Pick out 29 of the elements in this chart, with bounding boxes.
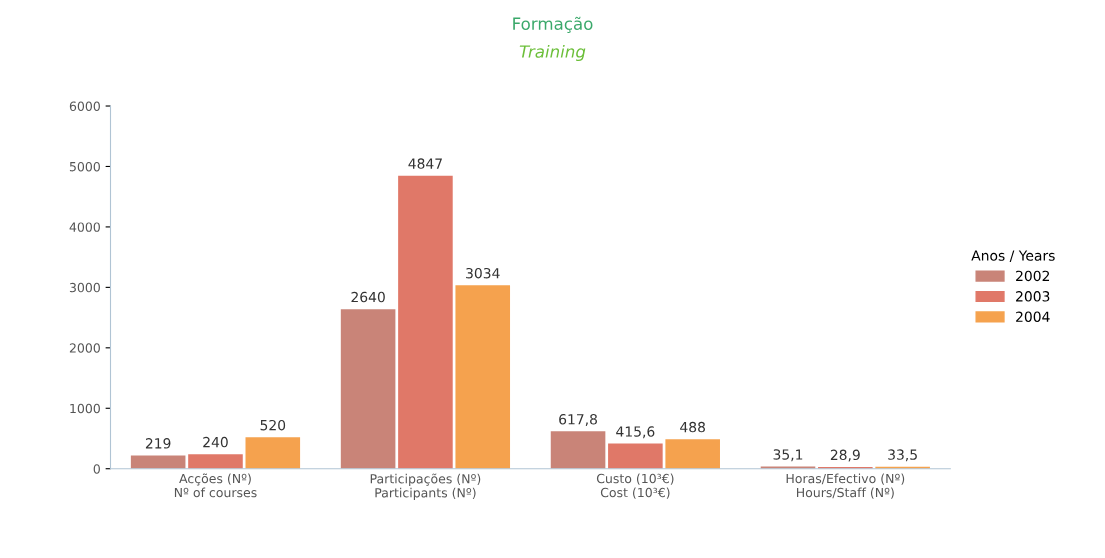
- data-label: 520: [260, 419, 286, 431]
- x-tick-label: Acções (Nº) Nº of courses: [174, 473, 257, 498]
- data-label: 4847: [408, 158, 442, 169]
- chart-title: Formação: [513, 16, 593, 33]
- data-label: 488: [680, 421, 705, 433]
- x-tick-label: Custo (10³€) Cost (10³€): [596, 473, 674, 499]
- data-label: 33,5: [888, 449, 917, 462]
- data-label: 35,1: [773, 449, 803, 462]
- data-label: 3034: [466, 267, 500, 279]
- data-label: 219: [145, 438, 171, 449]
- y-tick-label: 1000: [70, 403, 100, 414]
- legend-title: Anos / Years: [971, 250, 1055, 262]
- y-tick-label: 2000: [69, 343, 100, 353]
- data-label: 415,6: [616, 426, 655, 439]
- data-label: 28,9: [830, 449, 860, 462]
- y-tick-label: 4000: [69, 222, 100, 232]
- y-tick-label: 5000: [69, 161, 100, 172]
- legend-label: 2003: [1016, 291, 1050, 302]
- y-tick-label: 3000: [69, 282, 100, 293]
- chart-subtitle: Training: [519, 44, 586, 62]
- x-tick-label: Horas/Efectivo (Nº) Hours/Staff (Nº): [786, 473, 905, 499]
- legend-label: 2002: [1016, 270, 1050, 282]
- y-tick-label: 6000: [69, 101, 100, 111]
- data-label: 617,8: [559, 414, 597, 426]
- data-label: 2640: [351, 291, 385, 303]
- x-tick-label: Participações (Nº) Participants (Nº): [370, 473, 481, 500]
- legend-label: 2004: [1016, 311, 1050, 322]
- y-tick-label: 0: [93, 464, 100, 474]
- data-label: 240: [203, 436, 228, 448]
